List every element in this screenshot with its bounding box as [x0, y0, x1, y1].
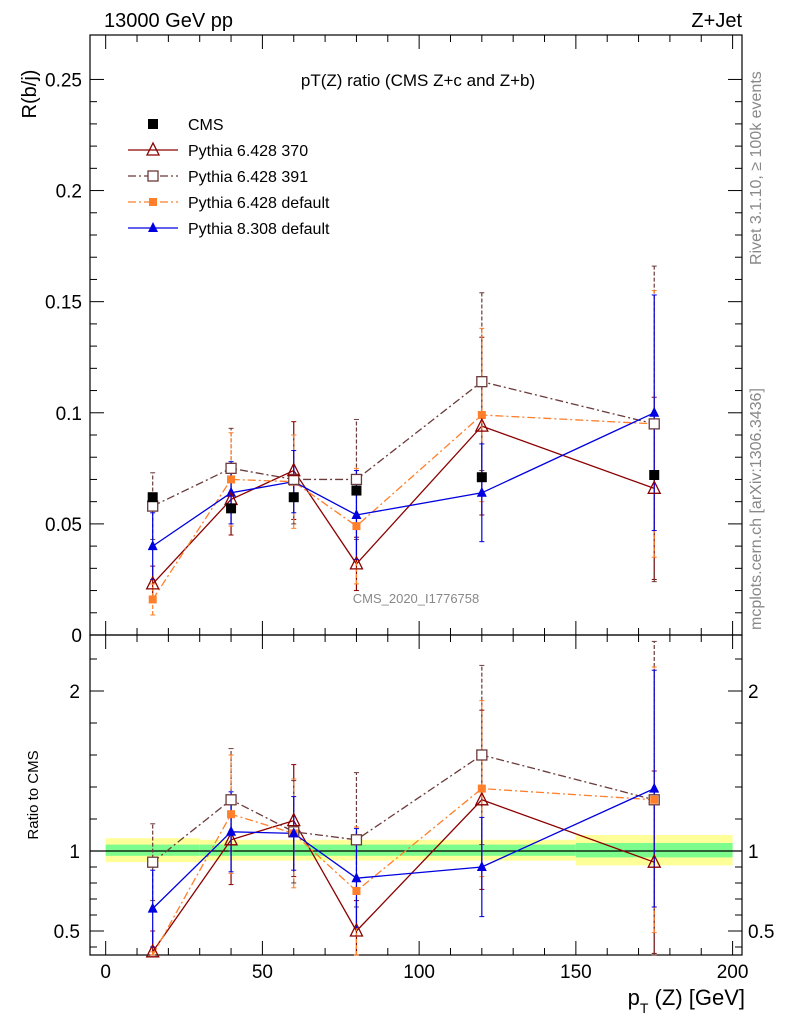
ratio-point-p8 — [226, 825, 237, 836]
point-p8 — [351, 509, 362, 519]
legend-label-p391: Pythia 6.428 391 — [188, 169, 308, 186]
ratio-point-p370 — [349, 922, 364, 937]
xtick-label: 150 — [560, 962, 592, 983]
ratio-point-p391 — [225, 794, 237, 806]
legend-label-p370: Pythia 6.428 370 — [188, 143, 308, 160]
ratio-line-p370 — [152, 799, 655, 953]
ratio-point-p391 — [147, 856, 159, 868]
point-cms — [147, 492, 158, 503]
legend-marker-p370 — [145, 141, 161, 156]
point-p370 — [349, 555, 364, 570]
point-p8 — [476, 486, 487, 497]
xlabel: pT (Z) [GeV] — [628, 985, 745, 1016]
point-p391 — [476, 376, 488, 388]
rivet-label: Rivet 3.1.10, ≥ 100k events — [748, 71, 765, 265]
legend-label-cms: CMS — [188, 117, 224, 134]
upper-ytick-label: 0.15 — [45, 293, 82, 314]
xtick-label: 200 — [717, 962, 749, 983]
watermark: CMS_2020_I1776758 — [353, 591, 480, 606]
upper-ytick-label: 0 — [71, 626, 82, 647]
ratio-line-p6def — [152, 787, 655, 956]
point-cms — [649, 470, 660, 480]
legend-marker-p391 — [147, 170, 159, 182]
mcplots-label: mcplots.cern.ch [arXiv:1306.3436] — [748, 388, 765, 630]
upper-ytick-label: 0.25 — [45, 70, 82, 91]
point-p6def — [477, 411, 486, 419]
point-p370 — [286, 462, 301, 477]
legend-marker-p6def — [149, 198, 157, 206]
ratio-point-p6def — [477, 784, 486, 793]
point-p391 — [147, 500, 159, 512]
series-line-p8 — [152, 412, 655, 547]
point-cms — [226, 503, 237, 514]
ratio-point-p370 — [647, 853, 662, 868]
lower-ytick-label: 0.5 — [54, 922, 80, 943]
point-p391 — [648, 418, 660, 430]
point-p6def — [227, 475, 236, 484]
ratio-line-p8 — [152, 788, 655, 910]
point-p8 — [649, 406, 660, 417]
legend-label-p6def: Pythia 6.428 default — [188, 195, 330, 212]
legend-label-p8: Pythia 8.308 default — [188, 221, 330, 238]
lower-ytick-label-right: 2 — [748, 682, 759, 703]
point-p6def — [148, 595, 157, 604]
ratio-point-p370 — [145, 943, 160, 958]
ratio-ylabel: Ratio to CMS — [25, 750, 42, 839]
ratio-point-p6def — [352, 887, 361, 895]
point-p370 — [647, 479, 662, 494]
ratio-point-p8 — [351, 872, 362, 883]
point-p391 — [288, 473, 300, 486]
header-right: Z+Jet — [691, 10, 742, 32]
ratio-point-p6def — [227, 810, 236, 819]
lower-ytick-label-right: 0.5 — [748, 922, 774, 943]
xtick-label: 100 — [403, 962, 435, 983]
ratio-point-p370 — [474, 791, 489, 806]
ratio-point-p6def — [650, 795, 659, 804]
ratio-point-p370 — [224, 831, 239, 846]
upper-ytick-label: 0.05 — [45, 515, 82, 536]
ratio-point-p370 — [286, 812, 301, 827]
point-cms — [288, 492, 299, 503]
series-line-p391 — [152, 380, 655, 507]
ratio-point-p391 — [476, 749, 488, 761]
legend-marker-cms — [148, 119, 158, 129]
upper-panel: 0 0.05 0.1 0.15 0.2 0.25 — [45, 35, 742, 647]
point-p391 — [350, 473, 363, 486]
ratio-point-p8 — [147, 902, 158, 913]
lower-ytick-label: 1 — [69, 842, 80, 863]
legend-marker-p8 — [148, 222, 158, 232]
ratio-point-p391 — [350, 834, 363, 846]
legend: CMS Pythia 6.428 370 Pythia 6.428 391 Pythi… — [128, 117, 330, 238]
xtick-label: 50 — [252, 962, 273, 983]
upper-ylabel: R(b/j) — [19, 70, 41, 119]
point-p370 — [145, 575, 160, 590]
ratio-point-p8 — [649, 782, 660, 793]
chart-title: pT(Z) ratio (CMS Z+c and Z+b) — [301, 71, 535, 90]
point-cms — [351, 485, 362, 496]
header-left: 13000 GeV pp — [104, 10, 233, 32]
lower-ytick-label: 2 — [69, 682, 80, 703]
lower-panel-frame — [89, 634, 743, 956]
point-p6def — [352, 522, 361, 531]
point-p391 — [225, 462, 237, 474]
upper-ytick-label: 0.2 — [56, 182, 82, 203]
ratio-point-p8 — [288, 827, 299, 838]
series-line-p6def — [152, 414, 655, 600]
upper-ytick-label: 0.1 — [56, 404, 82, 425]
xtick-label: 0 — [100, 962, 111, 983]
point-cms — [476, 472, 487, 483]
ratio-point-p8 — [476, 861, 487, 871]
series-line-p370 — [152, 425, 655, 585]
point-p370 — [474, 417, 489, 432]
lower-ytick-label-right: 1 — [748, 842, 759, 863]
ratio-line-p391 — [152, 754, 655, 863]
uncertainty-band-inner — [199, 844, 576, 856]
point-p8 — [147, 540, 158, 551]
ratio-panel: 0 50 100 150 200 0.5 0.5 1 1 2 2 — [54, 635, 774, 983]
